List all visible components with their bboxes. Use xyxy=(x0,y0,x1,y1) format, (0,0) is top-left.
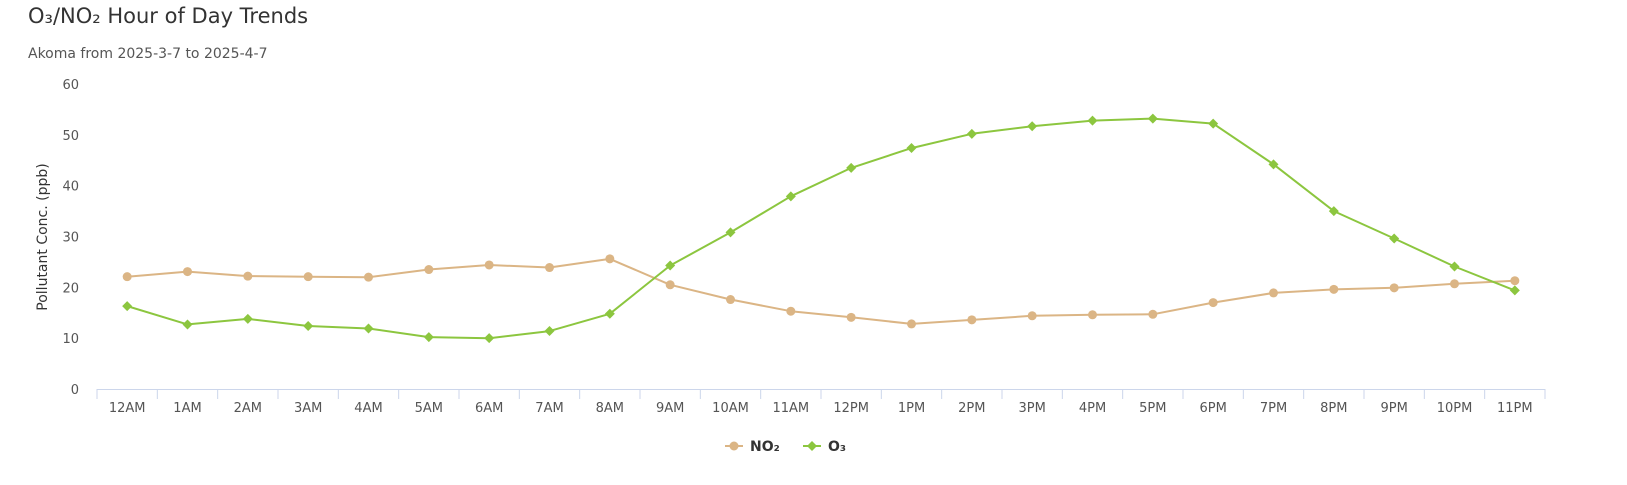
data-point xyxy=(1088,310,1097,320)
data-point xyxy=(363,323,374,334)
x-tick-label: 7AM xyxy=(535,401,563,416)
y-axis-label: Pollutant Conc. (ppb) xyxy=(35,163,51,310)
data-point xyxy=(1328,206,1339,217)
data-point xyxy=(1450,279,1459,289)
x-tick-label: 11PM xyxy=(1497,401,1533,416)
x-tick-label: 1AM xyxy=(173,401,201,416)
x-tick-label: 7PM xyxy=(1260,401,1287,416)
data-point xyxy=(1268,159,1279,170)
data-point xyxy=(1329,284,1339,294)
data-point xyxy=(906,143,917,154)
x-tick-label: 10AM xyxy=(712,401,749,416)
x-tick-label: 9PM xyxy=(1381,401,1408,416)
data-point xyxy=(725,227,736,238)
chart-legend[interactable]: NO₂ O₃ xyxy=(725,439,846,455)
data-point xyxy=(1147,113,1158,124)
data-point xyxy=(1389,233,1400,244)
data-point xyxy=(1269,288,1278,298)
data-point xyxy=(1027,311,1037,321)
series-line xyxy=(127,257,1515,325)
x-tick-label: 6PM xyxy=(1200,401,1227,416)
data-point xyxy=(1449,261,1460,272)
data-point xyxy=(303,320,314,331)
x-tick-label: 1PM xyxy=(898,401,925,416)
chart-subtitle: Akoma from 2025-3-7 to 2025-4-7 xyxy=(28,46,268,62)
data-point xyxy=(726,295,735,305)
data-point xyxy=(423,332,434,343)
data-point xyxy=(1510,276,1520,286)
data-point xyxy=(424,265,434,275)
x-tick-label: 8PM xyxy=(1320,401,1347,416)
legend-marker xyxy=(807,441,817,451)
y-tick-label: 10 xyxy=(62,332,79,347)
data-point xyxy=(1148,309,1158,319)
data-point xyxy=(967,315,977,325)
series-group xyxy=(122,254,1520,329)
data-point xyxy=(1208,118,1219,129)
data-point xyxy=(785,191,796,202)
x-tick-label: 2AM xyxy=(234,401,262,416)
x-tick-label: 9AM xyxy=(656,401,684,416)
x-tick-label: 4AM xyxy=(354,401,382,416)
x-tick-label: 6AM xyxy=(475,401,503,416)
data-point xyxy=(604,308,615,319)
x-tick-label: 12PM xyxy=(833,401,869,416)
y-tick-label: 20 xyxy=(62,281,79,296)
y-tick-label: 40 xyxy=(62,180,79,195)
data-point xyxy=(364,272,373,282)
x-tick-label: 4PM xyxy=(1079,401,1106,416)
data-point xyxy=(122,272,132,282)
x-tick-label: 5PM xyxy=(1139,401,1166,416)
data-point xyxy=(484,333,495,344)
data-point xyxy=(484,260,494,270)
data-point xyxy=(122,301,133,312)
data-point xyxy=(665,280,675,290)
series-line xyxy=(126,117,1516,340)
x-tick-label: 3PM xyxy=(1019,401,1046,416)
chart-title: O₃/NO₂ Hour of Day Trends xyxy=(28,4,309,28)
data-point xyxy=(303,272,313,282)
x-tick-label: 11AM xyxy=(773,401,810,416)
data-point xyxy=(242,313,253,324)
y-tick-label: 30 xyxy=(62,231,79,246)
data-point xyxy=(786,306,796,316)
data-point xyxy=(846,312,856,322)
data-point xyxy=(1087,115,1098,126)
data-point xyxy=(544,326,555,337)
data-point xyxy=(1509,285,1520,296)
y-tick-label: 50 xyxy=(62,129,79,144)
legend-item[interactable]: O₃ xyxy=(803,439,846,455)
y-tick-label: 60 xyxy=(62,78,79,93)
x-tick-label: 5AM xyxy=(415,401,443,416)
x-tick-label: 8AM xyxy=(596,401,624,416)
series-group xyxy=(122,113,1520,344)
data-point xyxy=(846,162,857,173)
chart-axes: 0 10 20 30 40 50 60 12AM 1AM 2AM 3AM 4AM 5AM 6AM 7AM 8A… xyxy=(62,78,1546,416)
series-layer xyxy=(122,113,1520,344)
data-point xyxy=(183,267,192,277)
data-point xyxy=(243,271,253,281)
data-point xyxy=(1208,298,1218,308)
data-point xyxy=(1389,283,1399,293)
legend-label: NO₂ xyxy=(750,439,780,455)
legend-marker xyxy=(729,441,739,451)
x-tick-label: 12AM xyxy=(109,401,146,416)
data-point xyxy=(545,263,554,273)
y-tick-label: 0 xyxy=(71,383,79,398)
x-tick-label: 10PM xyxy=(1437,401,1473,416)
data-point xyxy=(182,319,193,330)
legend-item[interactable]: NO₂ xyxy=(725,439,780,455)
data-point xyxy=(907,319,916,329)
x-tick-label: 3AM xyxy=(294,401,322,416)
data-point xyxy=(966,128,977,139)
data-point xyxy=(665,260,676,271)
data-point xyxy=(1027,121,1038,132)
legend-label: O₃ xyxy=(828,439,846,455)
data-point xyxy=(605,254,615,264)
x-tick-label: 2PM xyxy=(958,401,985,416)
